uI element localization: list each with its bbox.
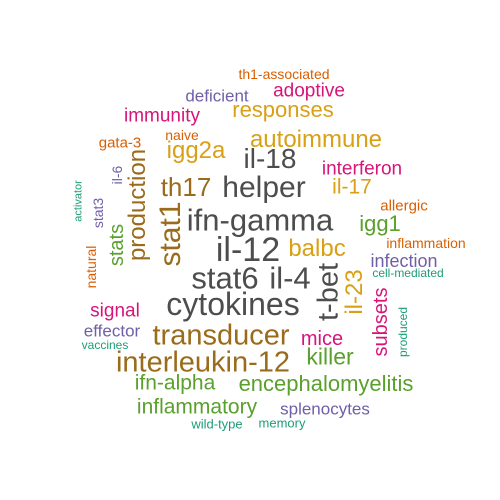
word-signal: signal [90, 300, 140, 322]
word-il-12: il-12 [215, 231, 281, 269]
word-activator: activator [72, 180, 85, 222]
word-t-bet: t-bet [312, 262, 345, 322]
word-il-23: il-23 [341, 269, 368, 315]
word-production: production [124, 148, 151, 262]
word-encephalomyelitis: encephalomyelitis [238, 371, 414, 396]
word-autoimmune: autoimmune [249, 126, 383, 153]
word-transducer: transducer [152, 319, 290, 352]
word-stat1: stat1 [154, 201, 187, 267]
word-wild-type: wild-type [191, 416, 243, 432]
word-cell-mediated: cell-mediated [372, 266, 444, 280]
word-adoptive: adoptive [273, 80, 345, 102]
word-naive: naive [165, 127, 199, 143]
word-interferon: interferon [321, 158, 403, 180]
word-interleukin-12: interleukin-12 [115, 346, 291, 379]
word-igg1: igg1 [359, 211, 401, 236]
word-il-18: il-18 [243, 143, 297, 174]
word-stat6: stat6 [191, 260, 259, 296]
word-immunity: immunity [123, 105, 201, 127]
word-il-17: il-17 [332, 175, 372, 199]
word-ifn-alpha: ifn-alpha [134, 371, 216, 395]
word-produced: produced [396, 306, 410, 358]
word-infection: infection [370, 251, 438, 271]
word-ifn-gamma: ifn-gamma [186, 202, 334, 238]
word-responses: responses [232, 97, 334, 122]
word-th17: th17 [160, 172, 212, 202]
word-allergic: allergic [380, 197, 428, 215]
word-stat3: stat3 [90, 197, 106, 229]
word-inflammation: inflammation [386, 235, 466, 251]
word-inflammatory: inflammatory [136, 395, 258, 419]
word-splenocytes: splenocytes [280, 399, 370, 419]
word-natural: natural [83, 245, 99, 289]
word-vaccines: vaccines [81, 338, 129, 352]
word-igg2a: igg2a [166, 137, 226, 164]
word-helper: helper [222, 171, 306, 204]
word-memory: memory [258, 415, 306, 431]
word-mice: mice [300, 328, 344, 350]
word-deficient: deficient [185, 86, 249, 106]
word-subsets: subsets [370, 287, 392, 357]
word-stats: stats [106, 223, 128, 267]
word-il-4: il-4 [269, 260, 311, 296]
word-killer: killer [306, 343, 354, 370]
word-balbc: balbc [288, 235, 346, 262]
word-gata-3: gata-3 [98, 134, 142, 152]
word-th1-associated: th1-associated [238, 66, 330, 82]
word-il-6: il-6 [109, 165, 125, 185]
word-cytokines: cytokines [166, 286, 300, 322]
word-effector: effector [83, 321, 141, 341]
